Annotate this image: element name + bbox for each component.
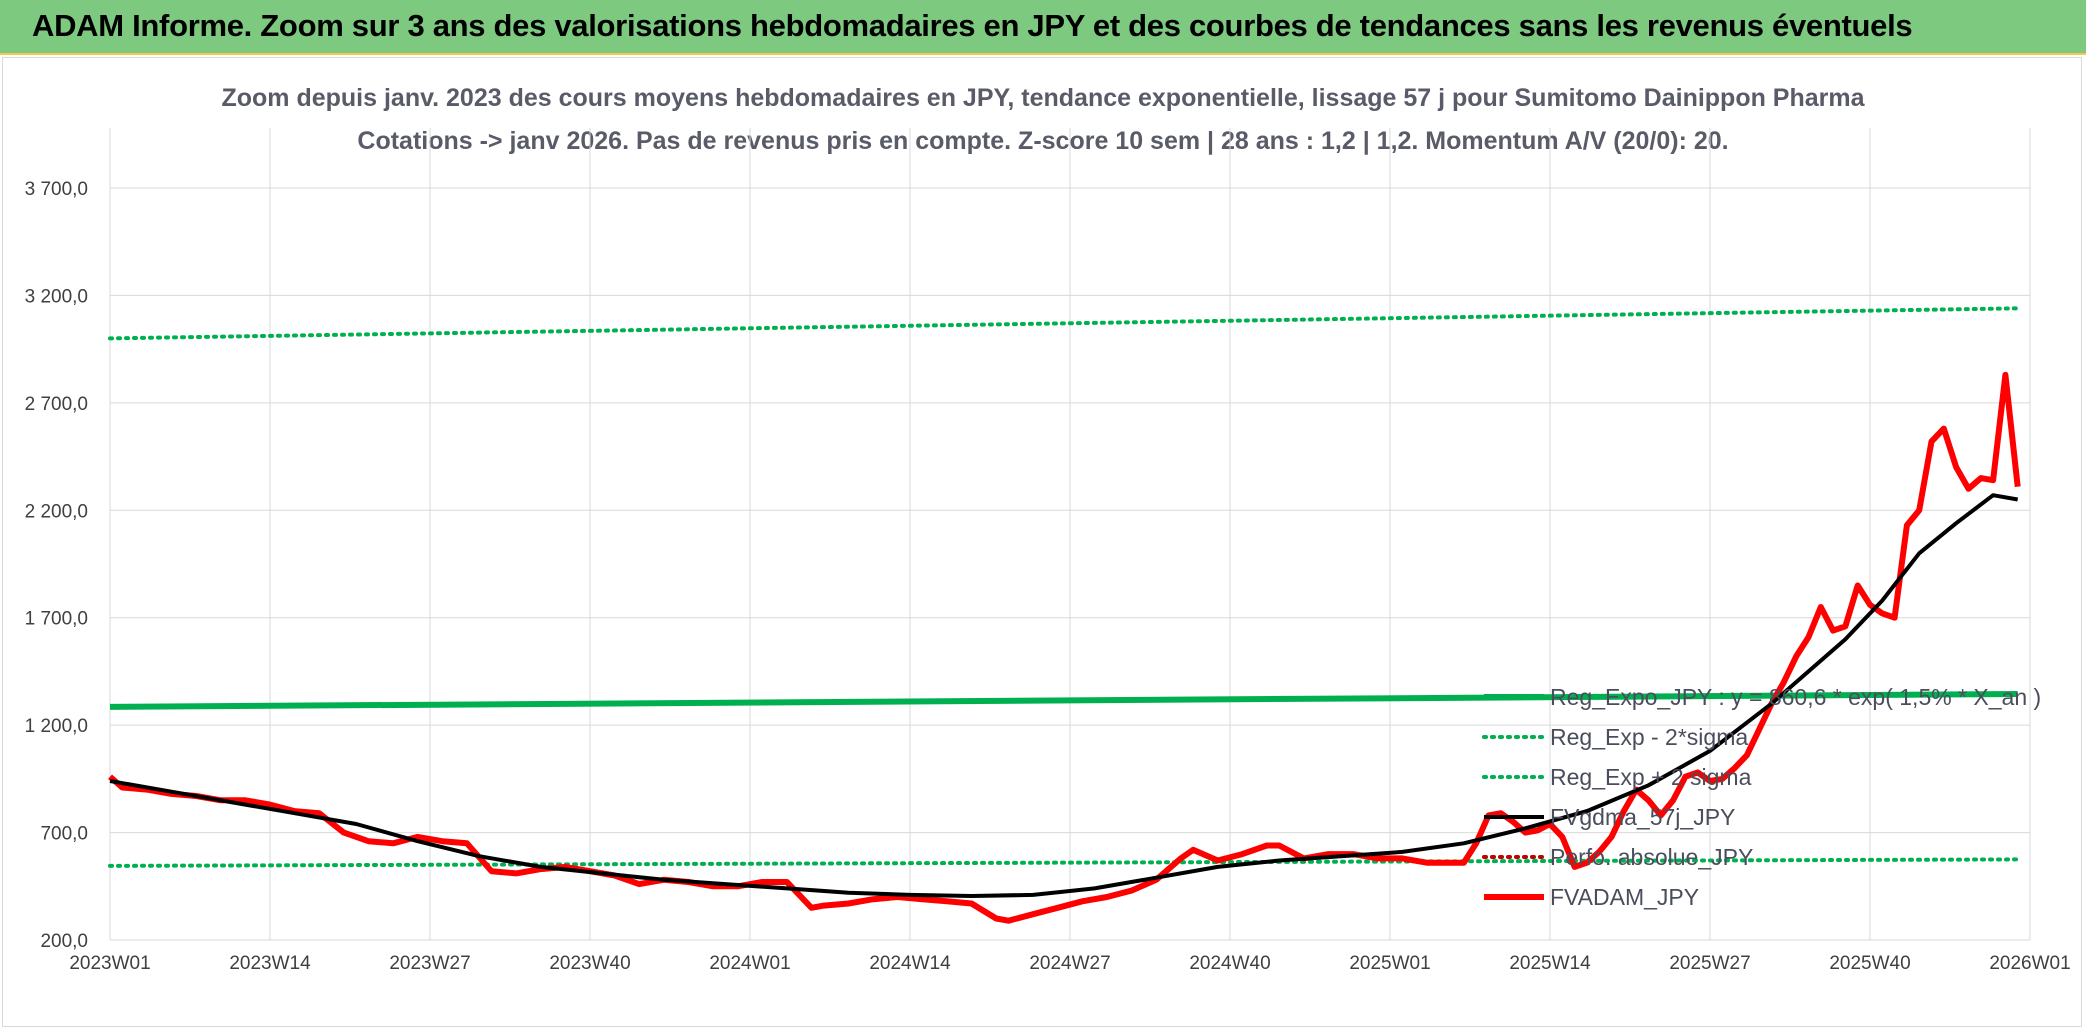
x-axis: 2023W01 2023W14 2023W27 2023W40 2024W01 2024W…	[69, 953, 2070, 974]
y-tick-label: 700,0	[40, 824, 88, 845]
legend-label: Reg_Expo_JPY : y = 860,6 * exp( 1,5% * X…	[1550, 684, 2041, 710]
y-tick-label: 200,0	[40, 931, 88, 952]
legend-label: FVgdma_57j_JPY	[1550, 804, 1735, 830]
chart-gridlines	[109, 128, 2031, 941]
x-tick-label: 2025W14	[1509, 953, 1591, 974]
x-tick-label: 2025W40	[1829, 953, 1910, 974]
y-tick-label: 3 200,0	[25, 286, 88, 307]
x-tick-label: 2024W01	[709, 953, 790, 974]
x-tick-label: 2025W01	[1349, 953, 1430, 974]
chart-title: Zoom depuis janv. 2023 des cours moyens …	[221, 84, 1865, 112]
report-title: ADAM Informe. Zoom sur 3 ans des valoris…	[32, 8, 1913, 43]
x-tick-label: 2023W40	[549, 953, 630, 974]
series-line	[108, 857, 2020, 868]
y-axis: 200,0 700,0 1 200,0 1 700,0 2 200,0 2 700,0 3 …	[25, 179, 88, 952]
chart-series	[108, 306, 2021, 924]
x-tick-label: 2024W27	[1029, 953, 1110, 974]
legend-label: FVADAM_JPY	[1550, 884, 1699, 910]
legend-label: Reg_Exp + 2 sigma	[1550, 764, 1752, 790]
x-tick-label: 2023W14	[229, 953, 311, 974]
chart-legend: Reg_Expo_JPY : y = 860,6 * exp( 1,5% * X…	[1482, 684, 2041, 910]
x-tick-label: 2023W27	[389, 953, 470, 974]
x-tick-label: 2023W01	[69, 953, 150, 974]
legend-label: Reg_Exp - 2*sigma	[1550, 724, 1748, 750]
series-line	[109, 691, 2018, 710]
x-tick-label: 2024W40	[1189, 953, 1270, 974]
chart-subtitle: Cotations -> janv 2026. Pas de revenus p…	[357, 127, 1729, 155]
legend-label: Perfo. absolue_JPY	[1550, 844, 1753, 870]
chart-frame	[2, 57, 2082, 1027]
report-banner: ADAM Informe. Zoom sur 3 ans des valoris…	[0, 0, 2086, 55]
series-line	[108, 371, 2021, 924]
x-tick-label: 2026W01	[1989, 953, 2070, 974]
y-tick-label: 2 700,0	[25, 394, 88, 415]
y-tick-label: 3 700,0	[25, 179, 88, 200]
x-tick-label: 2025W27	[1669, 953, 1750, 974]
x-tick-label: 2024W14	[869, 953, 951, 974]
y-tick-label: 1 200,0	[25, 716, 88, 737]
series-line	[108, 306, 2020, 341]
series-line	[109, 493, 2019, 898]
y-tick-label: 1 700,0	[25, 609, 88, 630]
y-tick-label: 2 200,0	[25, 501, 88, 522]
